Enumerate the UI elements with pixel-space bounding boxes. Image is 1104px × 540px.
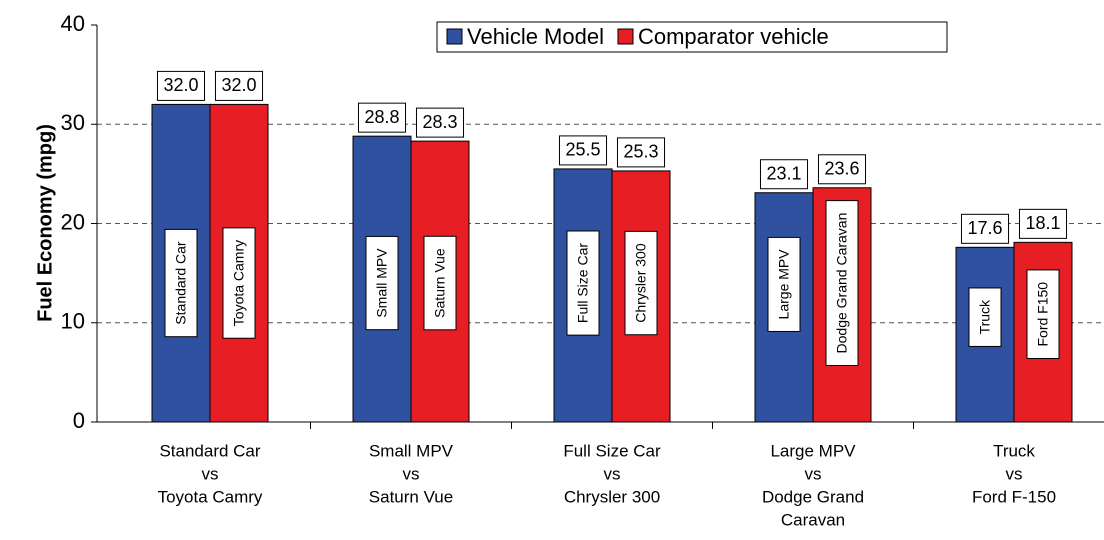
x-tick-label: vs: [403, 464, 420, 483]
data-label: 28.8: [364, 107, 399, 127]
y-tick-label: 10: [61, 309, 85, 334]
data-label: 23.1: [766, 163, 801, 183]
bar-label-text: Ford F150: [1035, 282, 1051, 347]
bar-label-text: Saturn Vue: [432, 248, 448, 318]
legend-swatch: [617, 28, 634, 45]
bar-label-box: [222, 227, 256, 339]
x-tick-label: Toyota Camry: [158, 487, 263, 506]
data-label-box: [415, 107, 465, 138]
bar-label: Saturn Vue: [423, 235, 457, 331]
bar-label-text: Dodge Grand Caravan: [834, 213, 850, 354]
x-tick-label: Ford F-150: [972, 487, 1056, 506]
x-tick-label: Small MPV: [369, 441, 454, 460]
data-label-box: [960, 213, 1010, 244]
bar-label-text: Standard Car: [173, 241, 189, 325]
x-tick-label: Dodge Grand: [762, 487, 864, 506]
bar-label-box: [767, 236, 801, 332]
bar-label-box: [566, 230, 600, 336]
data-label: 25.3: [623, 142, 658, 162]
x-tick-label: Saturn Vue: [369, 487, 453, 506]
x-tick-label: vs: [805, 464, 822, 483]
legend-box: [436, 21, 948, 53]
y-tick-label: 0: [73, 408, 85, 433]
y-tick-label: 40: [61, 11, 85, 36]
bar-label-box: [365, 235, 399, 331]
data-label: 17.6: [967, 218, 1002, 238]
bar-label-box: [164, 228, 198, 338]
bar-label-text: Full Size Car: [575, 243, 591, 323]
y-tick-label: 20: [61, 209, 85, 234]
data-label-box: [357, 102, 407, 133]
data-label: 32.0: [163, 75, 198, 95]
bar-label-box: [825, 200, 859, 366]
data-label: 25.5: [565, 140, 600, 160]
data-label: 28.3: [422, 112, 457, 132]
x-tick-label: vs: [1006, 464, 1023, 483]
bar-label-text: Small MPV: [374, 248, 390, 318]
legend-label: Vehicle Model: [467, 24, 604, 49]
bar-label: Small MPV: [365, 235, 399, 331]
legend: Vehicle Model Comparator vehicle: [436, 21, 948, 53]
x-tick-label: Chrysler 300: [564, 487, 660, 506]
data-label-box: [1018, 208, 1068, 239]
bar-label-box: [624, 230, 658, 336]
bar-label-box: [968, 287, 1002, 347]
bar-label-text: Toyota Camry: [231, 240, 247, 326]
data-label: 18.1: [1025, 213, 1060, 233]
bar-label: Full Size Car: [566, 230, 600, 336]
legend-label: Comparator vehicle: [638, 24, 829, 49]
x-tick-label: Full Size Car: [563, 441, 661, 460]
bar-label: Standard Car: [164, 228, 198, 338]
bar-label-text: Chrysler 300: [633, 243, 649, 323]
data-label-box: [759, 159, 809, 190]
x-tick-label: Truck: [993, 441, 1035, 460]
bar-label-text: Truck: [977, 299, 993, 334]
x-tick-label: Large MPV: [770, 441, 856, 460]
bar: [209, 103, 269, 423]
bar-label: Truck: [968, 287, 1002, 347]
legend-swatch: [446, 28, 463, 45]
x-tick-label: Caravan: [781, 510, 845, 529]
data-label-box: [616, 137, 666, 168]
x-tick-label: vs: [604, 464, 621, 483]
data-label-box: [214, 70, 264, 101]
bar-label: Ford F150: [1026, 269, 1060, 360]
bar-label-text: Large MPV: [776, 249, 792, 320]
bar-label: Large MPV: [767, 236, 801, 332]
bar-label: Chrysler 300: [624, 230, 658, 336]
data-label: 23.6: [824, 159, 859, 179]
data-label-box: [558, 135, 608, 166]
x-tick-label: Standard Car: [159, 441, 260, 460]
bar-label-box: [1026, 269, 1060, 360]
data-label-box: [156, 70, 206, 101]
bar-label: Toyota Camry: [222, 227, 256, 339]
y-axis-label: Fuel Economy (mpg): [34, 124, 56, 322]
data-label-box: [817, 154, 867, 185]
x-tick-label: vs: [202, 464, 219, 483]
bar-label-box: [423, 235, 457, 331]
y-tick-label: 30: [61, 110, 85, 135]
data-label: 32.0: [221, 75, 256, 95]
bar-label: Dodge Grand Caravan: [825, 200, 859, 366]
